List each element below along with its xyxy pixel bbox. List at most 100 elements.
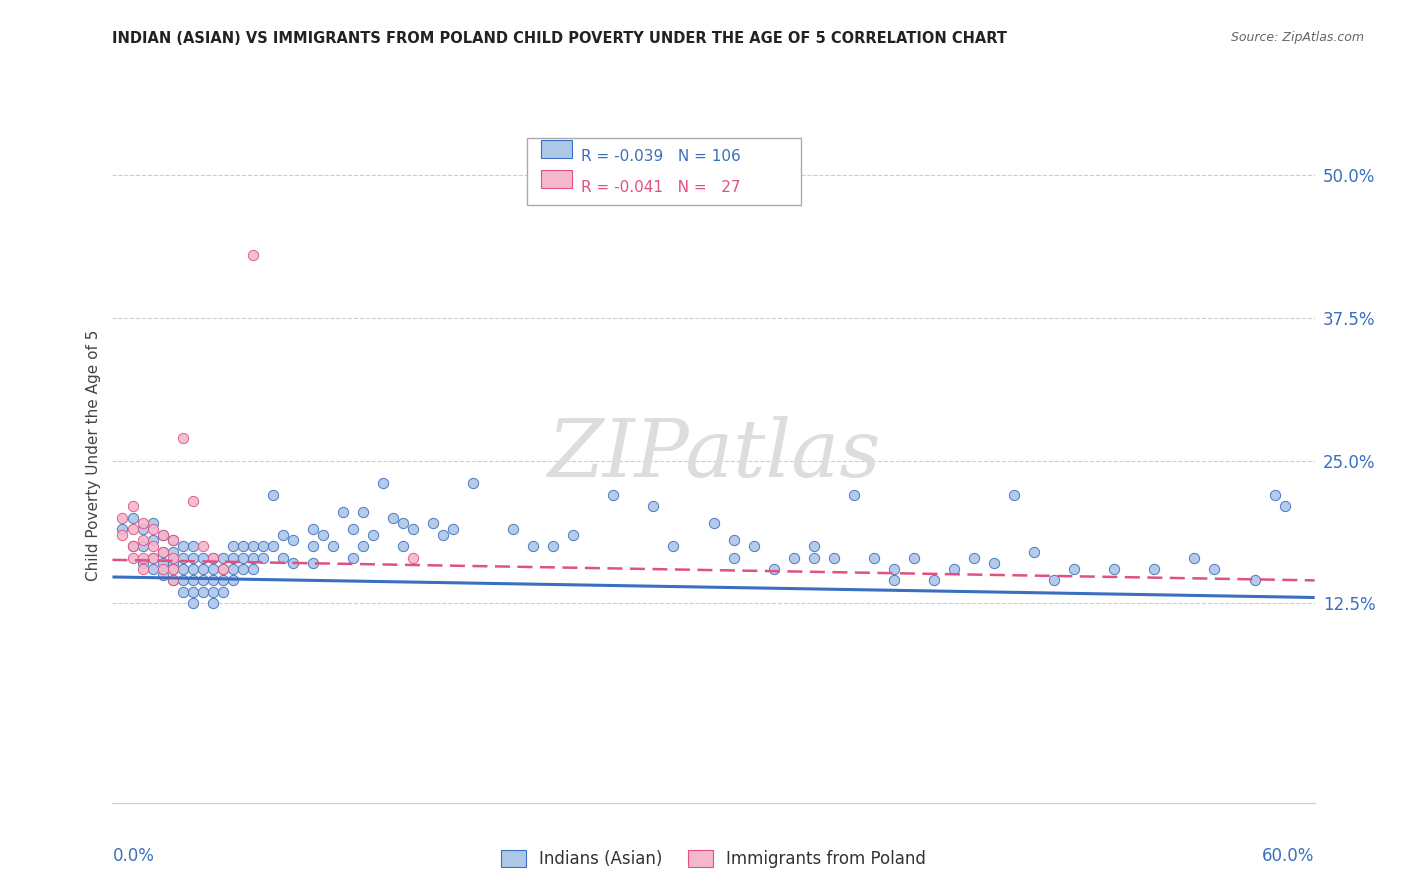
Point (723, 550, 745, 565)
Point (141, 550, 163, 565)
Point (602, 488, 624, 502)
Point (141, 522, 163, 536)
Point (121, 510, 143, 524)
Point (201, 550, 224, 565)
Point (823, 550, 845, 565)
Point (1143, 562, 1166, 576)
Point (131, 533, 153, 548)
Point (181, 493, 204, 508)
Point (1184, 550, 1206, 565)
Text: Source: ZipAtlas.com: Source: ZipAtlas.com (1230, 31, 1364, 45)
Point (1002, 488, 1025, 502)
Point (201, 584, 224, 599)
Point (1264, 488, 1286, 502)
Point (172, 562, 194, 576)
Point (262, 488, 284, 502)
Legend: Indians (Asian), Immigrants from Poland: Indians (Asian), Immigrants from Poland (495, 843, 932, 874)
Point (502, 522, 524, 536)
Point (141, 550, 163, 565)
Point (361, 528, 384, 542)
Point (1102, 562, 1125, 576)
Point (152, 528, 174, 542)
Point (181, 562, 204, 576)
Point (1243, 574, 1265, 588)
Point (121, 539, 143, 553)
Point (131, 539, 153, 553)
Point (803, 539, 825, 553)
Point (111, 522, 134, 536)
Point (141, 516, 163, 531)
Point (342, 522, 364, 536)
Point (131, 562, 153, 576)
Point (1063, 562, 1085, 576)
Point (172, 539, 194, 553)
Point (312, 528, 335, 542)
Point (302, 522, 325, 536)
Point (152, 556, 174, 570)
Point (162, 550, 184, 565)
Point (152, 545, 174, 559)
Point (422, 516, 444, 531)
Point (181, 574, 204, 588)
Point (141, 533, 163, 548)
Point (152, 562, 174, 576)
Point (1043, 574, 1066, 588)
Point (172, 550, 194, 565)
Point (863, 550, 886, 565)
Text: 0.0%: 0.0% (112, 847, 155, 865)
Point (121, 550, 143, 565)
Point (281, 556, 304, 570)
Point (522, 539, 544, 553)
Point (211, 584, 233, 599)
Point (162, 574, 184, 588)
Point (983, 556, 1005, 570)
Point (302, 539, 325, 553)
Point (322, 539, 344, 553)
Text: 60.0%: 60.0% (1263, 847, 1315, 865)
Point (222, 574, 245, 588)
Point (131, 556, 153, 570)
Point (662, 539, 685, 553)
Point (121, 522, 143, 536)
Point (162, 545, 184, 559)
Point (152, 545, 174, 559)
Text: R = -0.039   N = 106: R = -0.039 N = 106 (581, 149, 741, 164)
Point (461, 476, 484, 491)
Text: R = -0.041   N =   27: R = -0.041 N = 27 (581, 180, 740, 195)
Point (252, 550, 274, 565)
Point (382, 510, 405, 524)
Point (162, 574, 184, 588)
Point (111, 510, 134, 524)
Point (121, 500, 143, 514)
Text: ZIPatlas: ZIPatlas (547, 417, 880, 493)
Text: INDIAN (ASIAN) VS IMMIGRANTS FROM POLAND CHILD POVERTY UNDER THE AGE OF 5 CORREL: INDIAN (ASIAN) VS IMMIGRANTS FROM POLAND… (112, 31, 1008, 46)
Point (742, 539, 765, 553)
Point (432, 528, 454, 542)
Point (242, 550, 264, 565)
Point (222, 562, 245, 576)
Point (172, 431, 194, 445)
Point (172, 574, 194, 588)
Point (191, 574, 214, 588)
Point (723, 533, 745, 548)
Point (232, 539, 254, 553)
Point (963, 550, 986, 565)
Point (162, 533, 184, 548)
Point (141, 562, 163, 576)
Point (201, 562, 224, 576)
Point (1204, 562, 1226, 576)
Point (211, 550, 233, 565)
Point (232, 550, 254, 565)
Point (562, 528, 585, 542)
Point (242, 539, 264, 553)
Point (352, 539, 374, 553)
Point (131, 522, 153, 536)
Point (332, 505, 354, 519)
Point (281, 533, 304, 548)
Point (903, 550, 925, 565)
Point (222, 539, 245, 553)
Point (172, 584, 194, 599)
Point (191, 539, 214, 553)
Point (302, 556, 325, 570)
Point (543, 539, 565, 553)
